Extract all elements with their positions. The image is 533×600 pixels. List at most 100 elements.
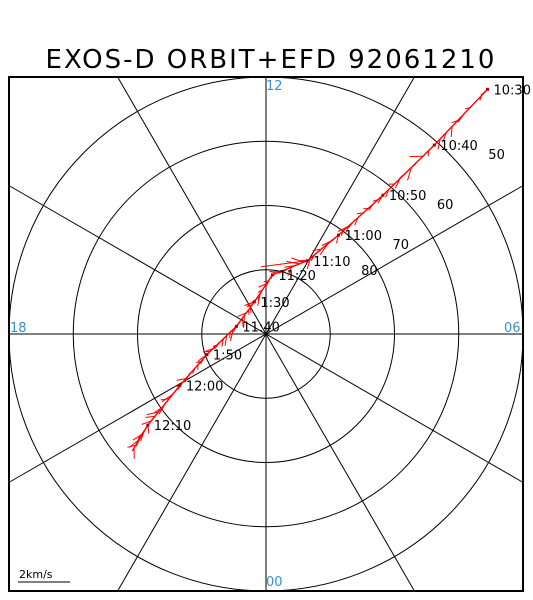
time-label: 11:40 <box>242 320 279 335</box>
mlt-label-18: 18 <box>10 321 27 336</box>
time-marker <box>234 324 238 328</box>
time-label: 11:20 <box>278 269 315 284</box>
time-label: 12:00 <box>186 379 223 394</box>
field-vector <box>394 178 401 189</box>
field-vector <box>269 270 277 274</box>
time-marker <box>305 259 309 263</box>
field-vector <box>413 161 418 167</box>
time-label: 12:10 <box>154 419 191 434</box>
time-marker <box>270 273 274 277</box>
time-marker <box>381 193 385 197</box>
field-vector <box>399 172 407 179</box>
field-vector <box>243 315 245 328</box>
field-vector <box>287 266 293 276</box>
time-marker <box>146 423 150 427</box>
field-vector <box>154 407 163 413</box>
side-label: 60 <box>437 198 454 213</box>
field-vector <box>319 243 329 256</box>
field-vector <box>192 368 196 374</box>
side-label: 80 <box>361 264 378 279</box>
field-vector <box>385 189 390 198</box>
field-vector <box>321 240 332 246</box>
orbit-track-group: 10:304010:405010:506011:007011:108011:20… <box>127 83 531 459</box>
field-vector <box>200 357 205 365</box>
field-vector <box>306 257 312 269</box>
grid-spoke <box>8 185 524 483</box>
field-vector <box>479 95 483 101</box>
field-vector <box>278 269 285 274</box>
plot-frame <box>8 76 524 592</box>
field-vector <box>230 329 234 342</box>
field-vector <box>244 301 255 306</box>
field-vector <box>284 265 296 268</box>
mlt-label-00: 00 <box>266 575 283 590</box>
field-vector <box>184 374 190 383</box>
time-label: 10:40 <box>440 139 477 154</box>
field-vector <box>196 360 202 364</box>
field-vector <box>132 433 143 441</box>
field-vector <box>237 312 247 317</box>
field-vector <box>202 350 211 353</box>
field-vector <box>331 237 336 242</box>
field-vector <box>221 338 224 347</box>
field-vector <box>263 280 269 283</box>
field-vector <box>158 402 167 415</box>
field-vector <box>356 212 364 215</box>
time-marker <box>252 300 256 304</box>
side-label: 50 <box>488 148 505 163</box>
field-vector <box>176 378 187 381</box>
side-label: 70 <box>393 238 410 253</box>
time-marker <box>486 87 489 91</box>
field-vector <box>451 119 459 124</box>
mlt-label-06: 06 <box>504 321 521 336</box>
field-vector <box>450 126 453 138</box>
time-label: 10:50 <box>389 189 426 204</box>
field-vector <box>169 389 177 399</box>
field-vector <box>161 393 174 403</box>
time-marker <box>337 233 340 237</box>
field-vector <box>354 217 359 226</box>
field-vector <box>337 225 349 233</box>
field-vector <box>281 268 289 274</box>
time-label: 11:00 <box>345 229 382 244</box>
field-vector <box>310 254 315 262</box>
field-vector <box>437 138 441 150</box>
field-vector <box>249 307 252 314</box>
field-vector <box>188 371 193 375</box>
scale-bar-label: 2km/s <box>19 568 53 581</box>
field-vector <box>246 304 253 308</box>
chart-title: EXOS-D ORBIT+EFD 92061210 <box>46 45 497 75</box>
field-vector <box>312 248 322 251</box>
field-vector <box>469 101 477 109</box>
field-vector <box>145 415 155 418</box>
time-marker <box>178 383 182 387</box>
field-vector <box>317 246 325 253</box>
field-vector <box>224 335 228 346</box>
field-vector <box>261 260 308 268</box>
time-marker <box>432 143 436 147</box>
field-vector <box>346 221 354 230</box>
field-vector <box>146 411 159 416</box>
field-vector <box>140 430 145 441</box>
field-vector <box>241 318 244 328</box>
time-label: 1:50 <box>213 349 242 364</box>
field-vector <box>214 341 221 350</box>
time-label: 10:30 <box>494 83 531 98</box>
field-vector <box>205 347 214 352</box>
field-vector <box>257 289 263 293</box>
field-vector <box>212 344 217 347</box>
field-vector <box>372 199 379 202</box>
time-label: 11:10 <box>313 255 350 270</box>
field-vector <box>407 167 412 181</box>
field-vector <box>442 132 447 142</box>
field-vector <box>127 444 136 448</box>
field-vector <box>247 309 250 315</box>
field-vector <box>160 398 170 401</box>
field-vector <box>340 230 344 236</box>
field-vector <box>141 420 152 425</box>
time-marker <box>205 353 209 357</box>
field-vector <box>265 277 271 287</box>
mlt-label-12: 12 <box>266 79 283 94</box>
field-vector <box>258 283 267 288</box>
time-label: 1:30 <box>260 296 289 311</box>
